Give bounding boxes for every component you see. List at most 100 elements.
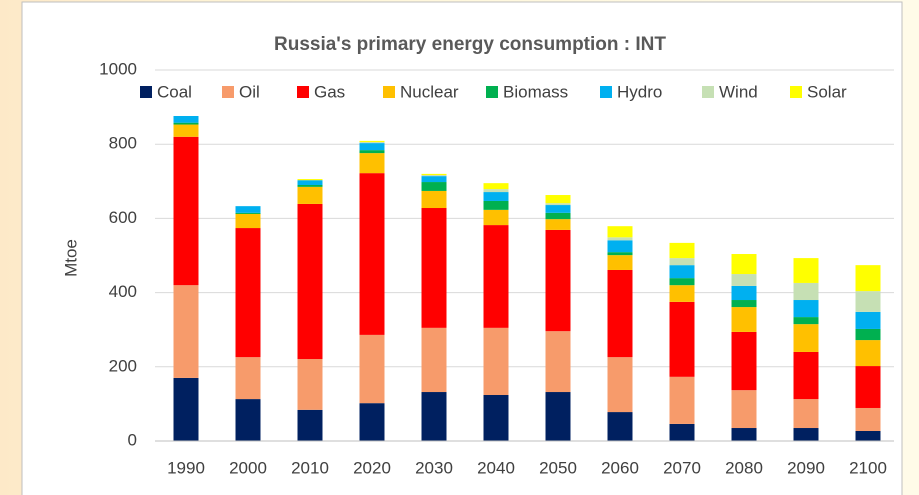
bar-segment (855, 340, 881, 367)
bar-segment (359, 143, 385, 151)
legend-swatch (383, 86, 395, 98)
bar-segment (731, 428, 757, 441)
bar-segment (545, 392, 571, 441)
legend-label: Wind (719, 82, 758, 101)
bar-segment (359, 141, 385, 144)
bar-segment (607, 240, 633, 253)
bar-segment (359, 140, 385, 142)
bar-segment (297, 180, 323, 186)
legend-swatch (790, 86, 802, 98)
bar-segment (173, 377, 199, 441)
x-tick-label: 1990 (167, 458, 205, 477)
bar-segment (483, 192, 509, 201)
x-tick-label: 2080 (725, 458, 763, 477)
bar-segment (359, 403, 385, 441)
bar-segment (421, 392, 447, 441)
bar-segment (793, 428, 819, 441)
bar-segment (359, 334, 385, 404)
bar-segment (855, 311, 881, 329)
bar-segment (545, 219, 571, 230)
bar-segment (669, 258, 695, 266)
bar-segment (359, 150, 385, 154)
bar-segment (545, 195, 571, 204)
bar-segment (359, 153, 385, 174)
bar-segment (297, 179, 323, 181)
x-tick-label: 2020 (353, 458, 391, 477)
y-tick-label: 1000 (99, 59, 137, 78)
legend-swatch (297, 86, 309, 98)
legend-label: Gas (314, 82, 345, 101)
bar-segment (607, 252, 633, 256)
x-tick-label: 2010 (291, 458, 329, 477)
bar-segment (235, 206, 261, 213)
bar-segment (483, 189, 509, 193)
bar-segment (421, 176, 447, 183)
bar-segment (669, 265, 695, 279)
bar-segment (421, 174, 447, 177)
bar-segment (235, 357, 261, 400)
bar-segment (483, 225, 509, 328)
bar-segment (545, 229, 571, 332)
legend-label: Nuclear (400, 82, 459, 101)
bar-segment (421, 173, 447, 175)
legend-label: Biomass (503, 82, 568, 101)
y-tick-label: 600 (109, 208, 137, 227)
bar-segment (173, 116, 199, 123)
x-tick-label: 2100 (849, 458, 887, 477)
bar-segment (173, 124, 199, 137)
bar-segment (855, 328, 881, 341)
bar-segment (607, 357, 633, 413)
legend-label: Oil (239, 82, 260, 101)
bar-segment (173, 285, 199, 378)
y-tick-label: 200 (109, 356, 137, 375)
chart-title: Russia's primary energy consumption : IN… (274, 34, 666, 55)
legend-swatch (486, 86, 498, 98)
bar-segment (297, 359, 323, 410)
y-tick-label: 800 (109, 134, 137, 153)
x-tick-label: 2030 (415, 458, 453, 477)
bar-segment (607, 412, 633, 441)
legend-swatch (222, 86, 234, 98)
bar-segment (855, 265, 881, 292)
bar-segment (545, 203, 571, 206)
legend-label: Solar (807, 82, 847, 101)
bar-segment (855, 430, 881, 441)
bar-segment (483, 394, 509, 441)
legend-label: Coal (157, 82, 192, 101)
x-tick-label: 2060 (601, 458, 639, 477)
x-tick-label: 2040 (477, 458, 515, 477)
legend-swatch (600, 86, 612, 98)
bar-segment (483, 327, 509, 395)
bar-segment (297, 186, 323, 204)
y-tick-label: 0 (128, 430, 137, 449)
bar-segment (421, 208, 447, 328)
bar-segment (669, 242, 695, 259)
bar-segment (793, 324, 819, 352)
chart-panel (21, 1, 903, 495)
bar-segment (421, 182, 447, 191)
bar-segment (669, 423, 695, 441)
bar-segment (235, 228, 261, 358)
legend-swatch (140, 86, 152, 98)
bar-segment (483, 200, 509, 210)
bar-segment (483, 209, 509, 226)
bar-segment (731, 307, 757, 332)
bar-segment (793, 258, 819, 283)
bar-segment (235, 212, 261, 214)
bar-segment (669, 301, 695, 377)
bar-segment (297, 409, 323, 441)
bar-segment (421, 190, 447, 209)
bar-segment (793, 300, 819, 318)
bar-segment (173, 122, 199, 125)
bar-segment (173, 136, 199, 286)
bar-segment (359, 173, 385, 335)
bar-segment (545, 331, 571, 393)
y-tick-label: 400 (109, 282, 137, 301)
bar-segment (793, 282, 819, 301)
bar-segment (297, 185, 323, 187)
bar-segment (731, 331, 757, 391)
bar-segment (731, 285, 757, 301)
bar-segment (731, 254, 757, 275)
bar-segment (235, 399, 261, 441)
